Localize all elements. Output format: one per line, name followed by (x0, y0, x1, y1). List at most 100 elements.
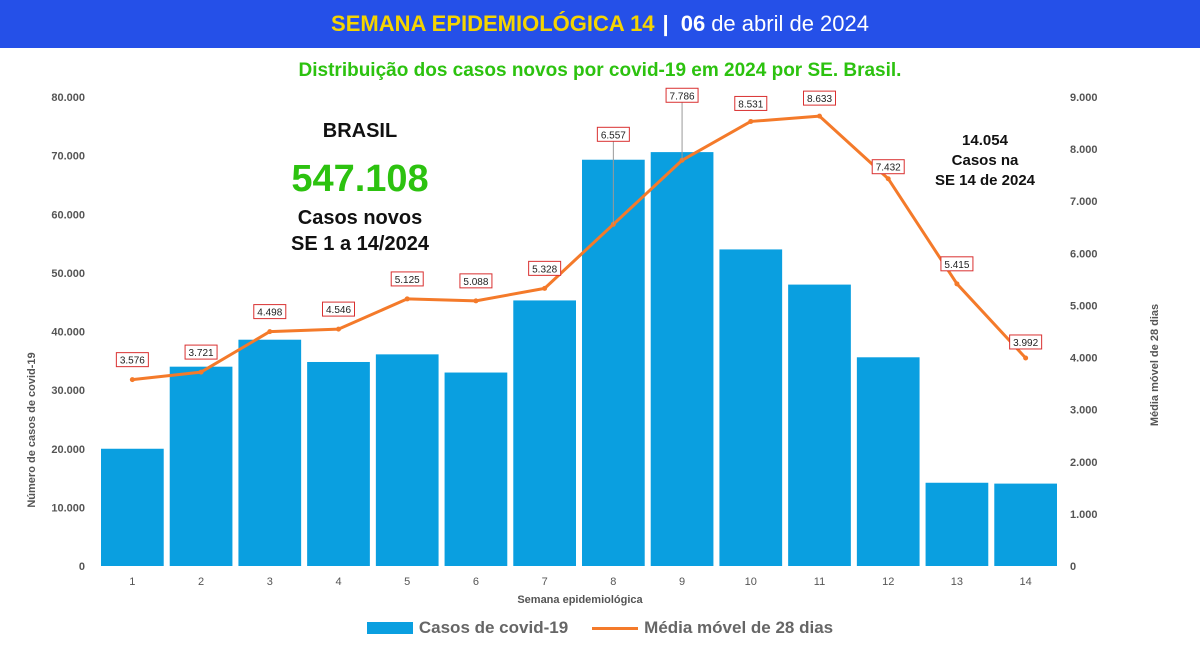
line-point (817, 113, 822, 119)
data-label: 6.557 (601, 130, 626, 141)
data-label-box (803, 90, 836, 106)
line-point (542, 285, 548, 291)
x-tick-label: 10 (745, 576, 757, 588)
data-label: 3.721 (189, 348, 214, 359)
data-label-box (940, 256, 974, 272)
y-tick-label: 0 (79, 561, 85, 573)
data-label: 5.125 (395, 275, 420, 286)
y2-tick-label: 0 (1070, 561, 1076, 573)
y-tick-label: 70.000 (51, 151, 85, 163)
data-label-box (871, 159, 905, 175)
y2-tick-label: 6.000 (1070, 248, 1098, 260)
header-date-rest: de abril de 2024 (711, 11, 869, 36)
y2-tick-label: 4.000 (1070, 353, 1098, 365)
data-label: 4.498 (257, 308, 282, 319)
bar (582, 159, 645, 566)
bar (375, 354, 439, 566)
data-label: 5.415 (944, 260, 969, 271)
y-axis-title: Número de casos de covid-19 (26, 352, 38, 507)
x-tick-label: 13 (951, 576, 963, 588)
y2-tick-label: 8.000 (1070, 144, 1098, 156)
chart-title: Distribuição dos casos novos por covid-1… (298, 60, 902, 81)
y-tick-label: 10.000 (51, 502, 85, 514)
y-tick-label: 20.000 (51, 444, 85, 456)
legend-label-line: Média móvel de 28 dias (644, 618, 834, 637)
bar (856, 357, 920, 566)
data-label: 5.088 (463, 277, 488, 288)
data-label: 3.576 (120, 356, 145, 367)
data-label-box (322, 301, 355, 317)
chart-legend: Casos de covid-19 Média móvel de 28 dias (0, 618, 1200, 638)
y2-tick-label: 9.000 (1070, 92, 1098, 104)
x-axis-title: Semana epidemiológica (517, 594, 643, 606)
x-tick-label: 5 (404, 576, 410, 588)
se14-line2: SE 14 de 2024 (934, 172, 1036, 189)
data-label-box (115, 352, 149, 368)
x-tick-label: 3 (267, 576, 273, 588)
legend-swatch-line (592, 626, 639, 630)
brasil-label: BRASIL (322, 120, 398, 142)
y2-tick-label: 3.000 (1070, 405, 1098, 417)
legend-item-line: Média móvel de 28 dias (592, 618, 833, 638)
y-tick-label: 60.000 (51, 209, 85, 221)
data-label-box (596, 126, 630, 142)
x-tick-label: 6 (473, 576, 479, 588)
data-label-box (184, 344, 218, 360)
data-label: 8.531 (738, 99, 763, 110)
line-point (336, 326, 341, 332)
total-cases-line1: Casos novos (297, 207, 423, 229)
line-point (954, 281, 960, 287)
line-point (473, 298, 479, 304)
legend-swatch-bars (366, 622, 413, 634)
data-label: 7.786 (670, 91, 695, 102)
legend-item-bars: Casos de covid-19 (366, 618, 569, 638)
data-label-box (459, 273, 493, 289)
data-label-box (253, 304, 287, 320)
x-tick-label: 2 (198, 576, 204, 588)
bar (101, 448, 164, 566)
y-tick-label: 50.000 (51, 268, 85, 280)
bar (719, 249, 783, 567)
y2-tick-label: 7.000 (1070, 196, 1098, 208)
header-separator: | (662, 11, 669, 36)
data-label: 4.546 (326, 305, 351, 316)
y-tick-label: 80.000 (51, 92, 85, 104)
y2-axis-title: Média móvel de 28 dias (1149, 304, 1161, 426)
total-cases-line2: SE 1 a 14/2024 (291, 233, 429, 255)
y2-tick-label: 2.000 (1070, 457, 1098, 469)
bar (307, 361, 370, 566)
x-tick-label: 9 (679, 576, 685, 588)
data-label-box (528, 260, 562, 276)
legend-label-bars: Casos de covid-19 (418, 618, 569, 637)
se14-value: 14.054 (962, 132, 1008, 149)
line-point (267, 329, 273, 335)
data-label-box (734, 95, 768, 111)
data-label-box (1009, 334, 1043, 350)
x-tick-label: 8 (610, 576, 616, 588)
x-tick-label: 7 (542, 576, 548, 588)
y2-tick-label: 5.000 (1070, 300, 1098, 312)
data-label-box (390, 271, 424, 287)
se14-line1: Casos na (951, 152, 1019, 169)
line-point (404, 296, 410, 302)
bar (925, 482, 989, 566)
x-tick-label: 1 (129, 576, 135, 588)
x-tick-label: 11 (814, 576, 825, 588)
data-label: 8.633 (807, 94, 832, 105)
line-point (129, 377, 135, 383)
data-label: 7.432 (876, 163, 901, 174)
bar (650, 152, 714, 567)
line-point (748, 118, 754, 124)
y2-tick-label: 1.000 (1070, 509, 1098, 521)
header-date-day: 06 (680, 11, 706, 36)
y-tick-label: 40.000 (51, 327, 85, 339)
line-point (198, 369, 204, 375)
x-tick-label: 12 (882, 576, 894, 588)
bar (169, 366, 233, 566)
data-label: 3.992 (1013, 338, 1038, 349)
data-label: 5.328 (532, 264, 557, 275)
header-title: SEMANA EPIDEMIOLÓGICA 14 (331, 11, 655, 36)
line-point (1023, 355, 1029, 361)
data-label-box (665, 87, 699, 103)
